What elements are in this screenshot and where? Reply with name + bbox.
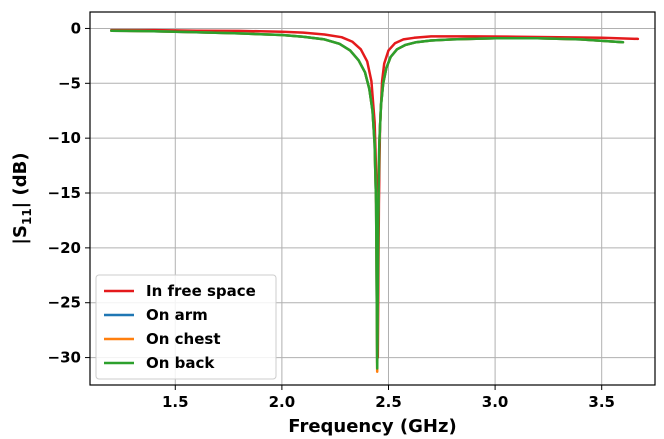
legend-label: On arm <box>146 306 208 324</box>
x-axis-title: Frequency (GHz) <box>288 416 456 437</box>
plot-frame <box>89 11 656 386</box>
y-tick-label: −10 <box>48 129 81 147</box>
y-tick-label: −20 <box>48 239 81 257</box>
legend-label: On chest <box>146 330 221 348</box>
series-lines <box>110 28 640 374</box>
y-tick-label: −30 <box>48 349 81 367</box>
y-tick-label: −15 <box>48 184 81 202</box>
legend-box <box>95 274 277 380</box>
y-axis-title: |S11| (dB) <box>10 152 34 244</box>
y-axis-title-subscript: 11 <box>20 208 34 225</box>
x-tick-label: 1.5 <box>162 393 189 411</box>
series-line-on-back <box>110 29 625 370</box>
legend-item-on-arm: On arm <box>104 306 208 324</box>
legend-item-on-back: On back <box>104 354 215 372</box>
legend-item-in-free-space: In free space <box>104 282 256 300</box>
y-tick-label: 0 <box>71 19 81 37</box>
x-tick-label: 2.0 <box>269 393 296 411</box>
axis-ticks: 1.5 2.0 2.5 3.0 3.5 0 −5 −10 −15 −20 −25 −30 <box>48 19 615 411</box>
x-tick-label: 2.5 <box>375 393 402 411</box>
y-tick-label: −5 <box>58 74 81 92</box>
legend: In free space On arm On chest On back <box>95 274 277 380</box>
y-axis-title-prefix: |S <box>10 225 31 245</box>
y-tick-label: −25 <box>48 294 81 312</box>
y-axis-title-suffix: | (dB) <box>10 152 31 208</box>
legend-label: On back <box>146 354 215 372</box>
legend-label: In free space <box>146 282 256 300</box>
x-tick-label: 3.5 <box>588 393 615 411</box>
legend-item-on-chest: On chest <box>104 330 221 348</box>
x-tick-label: 3.0 <box>482 393 509 411</box>
